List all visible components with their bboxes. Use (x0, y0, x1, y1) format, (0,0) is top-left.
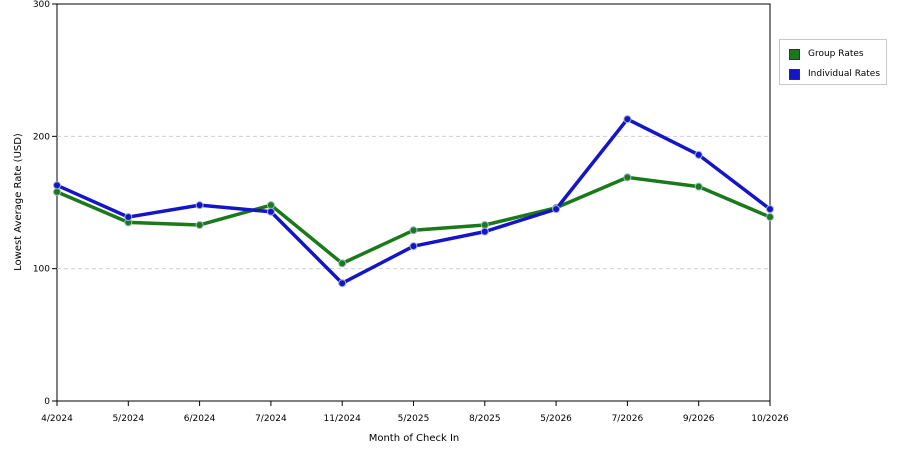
x-axis-title: Month of Check In (369, 433, 460, 444)
x-tick-label: 7/2026 (612, 414, 644, 424)
data-point (694, 182, 703, 191)
data-point (766, 213, 774, 222)
data-point (195, 220, 204, 229)
data-point (766, 205, 774, 214)
data-point (53, 187, 61, 196)
chart-legend: Group Rates Individual Rates (779, 39, 887, 85)
x-tick-label: 4/2024 (41, 414, 73, 424)
data-point (266, 207, 275, 216)
legend-label-group-rates: Group Rates (808, 49, 864, 59)
y-tick-label: 100 (33, 265, 50, 275)
data-point (338, 279, 347, 288)
x-tick-label: 5/2026 (540, 414, 572, 424)
x-tick-label: 8/2025 (469, 414, 501, 424)
data-point (409, 226, 418, 235)
x-tick-label: 6/2024 (184, 414, 216, 424)
plot-area (56, 3, 771, 402)
data-point (623, 173, 632, 182)
data-point (53, 181, 61, 190)
legend-swatch-individual-rates (789, 68, 800, 80)
data-point (552, 205, 561, 214)
data-point (266, 201, 275, 210)
legend-swatch-group-rates (789, 48, 800, 60)
x-tick-label: 10/2026 (751, 414, 789, 424)
axes: 0 100 200 300 4/2024 5/2024 6/2024 7/2024 11/202… (33, 0, 789, 424)
y-tick-label: 0 (44, 397, 50, 407)
x-tick-label: 5/2024 (112, 414, 144, 424)
series-lines (53, 115, 774, 288)
data-point (195, 201, 204, 210)
data-point (623, 115, 632, 124)
x-tick-label: 11/2024 (324, 414, 362, 424)
series-1 (53, 115, 774, 288)
y-tick-label: 200 (33, 132, 50, 142)
data-point (124, 213, 133, 222)
data-point (480, 220, 489, 229)
x-tick-label: 5/2025 (398, 414, 430, 424)
y-tick-label: 300 (33, 0, 50, 10)
data-point (480, 227, 489, 236)
data-point (694, 150, 703, 159)
x-tick-label: 9/2026 (683, 414, 715, 424)
legend-item-individual-rates: Individual Rates (789, 67, 880, 81)
legend-item-group-rates: Group Rates (789, 47, 864, 61)
data-point (338, 259, 347, 268)
legend-label-individual-rates: Individual Rates (808, 69, 881, 79)
y-axis-title: Lowest Average Rate (USD) (13, 133, 24, 271)
x-tick-label: 7/2024 (255, 414, 287, 424)
data-point (409, 242, 418, 251)
